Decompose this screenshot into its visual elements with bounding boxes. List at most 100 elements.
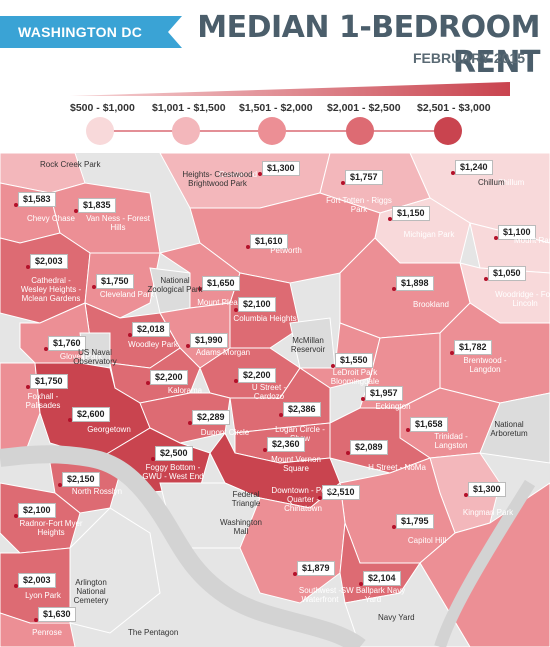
- neighborhood-name: Glover Park: [59, 352, 103, 361]
- price-marker-dot: [279, 413, 283, 417]
- label-rock-creek: Rock Creek Park: [40, 160, 101, 169]
- neighborhood-name: Woodley Park: [128, 340, 178, 349]
- label-mcmillan: McMillan Reservoir: [290, 336, 326, 354]
- potomac-river: [0, 445, 366, 647]
- legend-label-3: $1,501 - $2,000: [239, 102, 313, 114]
- price-marker-dot: [361, 397, 365, 401]
- neighborhood-name: Downtown - Penn Quarter - Chinatown: [271, 486, 335, 513]
- price-marker-dot: [234, 379, 238, 383]
- price-label: $2,510: [322, 485, 360, 500]
- price-label: $2,100: [18, 503, 56, 518]
- label-navy-yard: Navy Yard: [378, 613, 415, 622]
- legend-dot-4: [346, 117, 374, 145]
- price-marker-dot: [92, 285, 96, 289]
- legend-label-5: $2,501 - $3,000: [417, 102, 491, 114]
- price-marker-dot: [146, 381, 150, 385]
- price-marker-dot: [359, 582, 363, 586]
- neighborhood-name: Cathedral - Wesley Heights - Mclean Gard…: [20, 276, 82, 303]
- neighborhood-name: H Street - NoMa: [368, 463, 426, 472]
- neighborhood-name: Trinidad - Langston: [434, 432, 468, 450]
- neighborhood-name: Crestwood: [218, 170, 258, 179]
- neighborhood-name: Eckington: [375, 402, 411, 411]
- price-marker-dot: [331, 364, 335, 368]
- price-label: $1,750: [30, 374, 68, 389]
- price-label: $2,003: [18, 573, 56, 588]
- neighborhood-name: U Street - Cardozo: [251, 383, 287, 401]
- price-marker-dot: [346, 451, 350, 455]
- price-label: $2,104: [363, 571, 401, 586]
- price-label: $1,150: [392, 206, 430, 221]
- price-label: $2,200: [150, 370, 188, 385]
- neighborhood-name: LeDroit Park Bloomingdale: [330, 368, 380, 386]
- price-label: $1,550: [335, 353, 373, 368]
- price-label: $1,795: [396, 514, 434, 529]
- neighborhood-name: SW Ballpark Navy Yard: [340, 586, 406, 604]
- price-label: $2,100: [238, 297, 276, 312]
- neighborhood-name: North Rosslyn: [71, 487, 123, 496]
- price-marker-dot: [450, 351, 454, 355]
- neighborhood-name: Kingman Park: [462, 508, 514, 517]
- neighborhood-name: Brentwood - Langdon: [463, 356, 507, 374]
- price-label: $1,300: [468, 482, 506, 497]
- price-label: $1,658: [410, 417, 448, 432]
- label-mall: Washington Mall: [220, 518, 262, 536]
- page-subtitle: FEBRUARY 2015: [412, 50, 525, 66]
- price-label: $1,750: [96, 274, 134, 289]
- neighborhood-name: Petworth: [270, 246, 302, 255]
- price-marker-dot: [484, 277, 488, 281]
- price-marker-dot: [234, 308, 238, 312]
- price-label: $1,050: [488, 266, 526, 281]
- price-marker-dot: [128, 333, 132, 337]
- city-name: WASHINGTON DC: [18, 24, 143, 40]
- neighborhood-name: Capitol Hill: [407, 536, 447, 545]
- neighborhood-name: Mount Vernon Square: [271, 455, 321, 473]
- neighborhood-name: Adams Morgan: [195, 348, 251, 357]
- legend-dot-2: [172, 117, 200, 145]
- price-marker-dot: [406, 428, 410, 432]
- price-label: $1,782: [454, 340, 492, 355]
- price-marker-dot: [58, 483, 62, 487]
- price-marker-dot: [26, 385, 30, 389]
- price-marker-dot: [44, 347, 48, 351]
- region-penrose: [0, 612, 76, 647]
- neighborhood-name: Kalorama: [167, 386, 203, 395]
- price-marker-dot: [68, 418, 72, 422]
- price-label: $1,610: [250, 234, 288, 249]
- anacostia-river: [434, 479, 536, 647]
- price-label: $2,500: [155, 446, 193, 461]
- neighborhood-name: Chillum: [497, 178, 525, 187]
- price-marker-dot: [293, 572, 297, 576]
- price-marker-dot: [246, 245, 250, 249]
- price-label: $2,289: [192, 410, 230, 425]
- price-marker-dot: [392, 287, 396, 291]
- price-label: $2,150: [62, 472, 100, 487]
- price-label: $2,018: [132, 322, 170, 337]
- price-marker-dot: [74, 209, 78, 213]
- neighborhood-name: Lyon Park: [25, 591, 61, 600]
- price-label: $1,898: [396, 276, 434, 291]
- price-marker-dot: [188, 421, 192, 425]
- neighborhood-name: Chevy Chase: [26, 214, 76, 223]
- neighborhood-name: Mount Ranier: [513, 236, 550, 245]
- price-marker-dot: [151, 457, 155, 461]
- price-marker-dot: [186, 344, 190, 348]
- price-label: $1,583: [18, 192, 56, 207]
- neighborhood-name: Georgetown: [87, 425, 131, 434]
- legend-dot-5: [434, 117, 462, 145]
- price-label: $2,360: [267, 437, 305, 452]
- neighborhood-name: Foggy Bottom - GWU - West End: [142, 463, 204, 481]
- price-marker-dot: [34, 618, 38, 622]
- neighborhood-name: Radnor-Fort Myer Heights: [19, 519, 83, 537]
- price-marker-dot: [263, 448, 267, 452]
- price-label: $2,003: [30, 254, 68, 269]
- neighborhood-name: Cleveland Park: [99, 290, 155, 299]
- legend-wedge: [70, 82, 510, 96]
- label-arlington: Arlington National Cemetery: [73, 578, 109, 605]
- label-zoo: National Zoological Park: [147, 276, 203, 294]
- price-marker-dot: [14, 584, 18, 588]
- neighborhood-name: Fort Totten - Riggs Park: [326, 196, 392, 214]
- price-marker-dot: [14, 203, 18, 207]
- neighborhood-name: Foxhall - Palisades: [25, 392, 61, 410]
- price-label: $2,200: [238, 368, 276, 383]
- label-chillum: Chillum: [478, 178, 505, 187]
